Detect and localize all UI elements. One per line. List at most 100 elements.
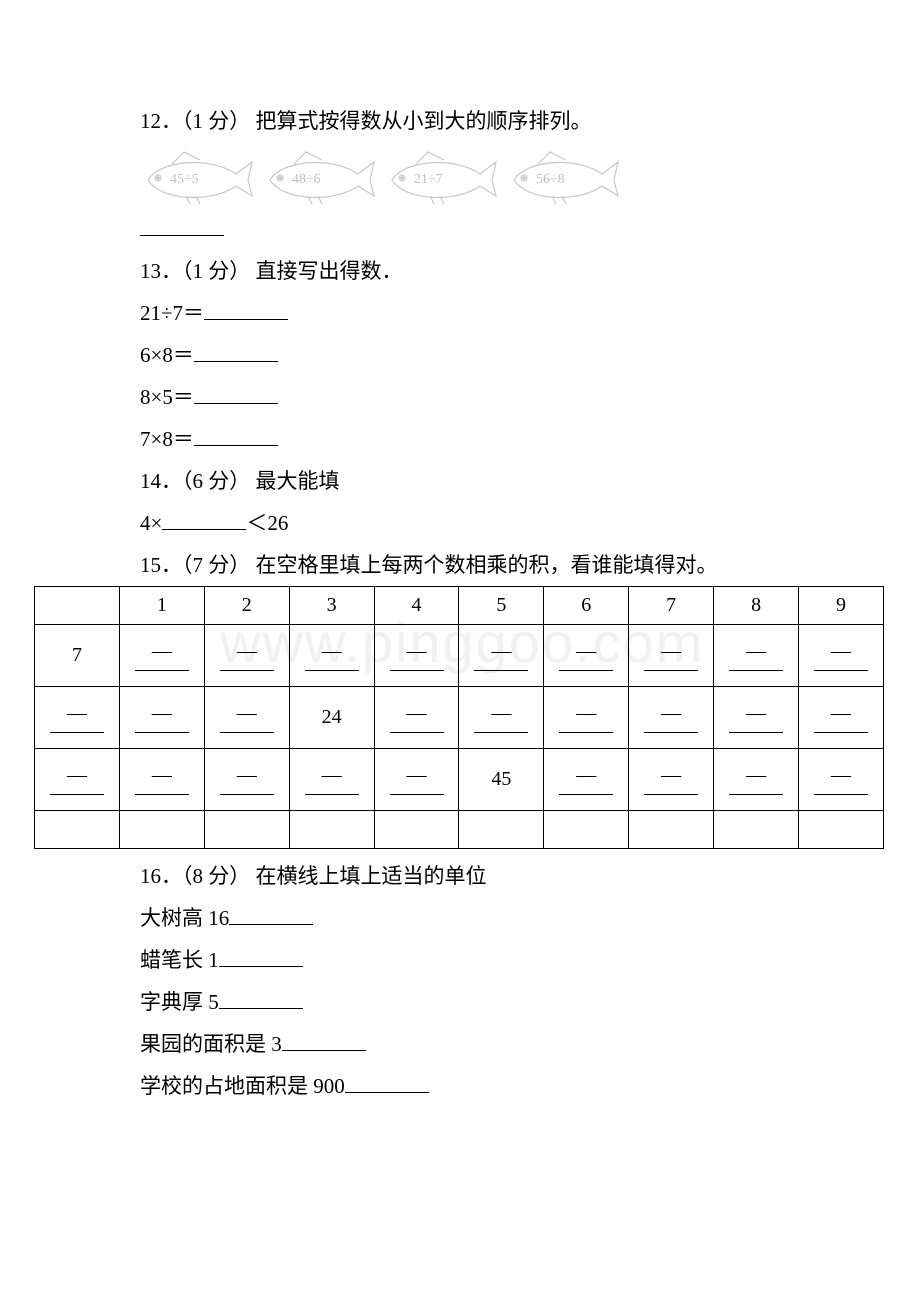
table-cell: — [119,625,204,687]
table-cell [544,811,629,849]
table-cell [204,811,289,849]
table-header-cell: 5 [459,587,544,625]
table-cell: — [374,687,459,749]
fish-icon: 21÷7 [384,150,500,206]
table-cell [714,811,799,849]
q14-right: ＜26 [246,511,288,535]
fish-label: 21÷7 [414,172,443,187]
q14-prompt: 14．（6 分） 最大能填 [140,460,780,502]
table-header-cell: 9 [799,587,884,625]
q13-prompt: 13．（1 分） 直接写出得数． [140,250,780,292]
table-cell: — [459,625,544,687]
q16-text: 果园的面积是 3 [140,1032,282,1056]
table-header-cell: 2 [204,587,289,625]
q16-item: 蜡笔长 1 [140,939,780,981]
q13-item: 21÷7＝ [140,292,780,334]
table-header-cell [35,587,120,625]
q16-text: 学校的占地面积是 900 [140,1074,345,1098]
table-header-cell: 1 [119,587,204,625]
answer-blank [229,904,313,925]
q16-text: 字典厚 5 [140,990,219,1014]
table-cell: 45 [459,749,544,811]
table-row [35,811,884,849]
table-cell: — [119,749,204,811]
table-row: —————45———— [35,749,884,811]
q12-answer-blank [140,208,780,250]
table-cell [629,811,714,849]
table-cell: 7 [35,625,120,687]
answer-blank [219,988,303,1009]
q13-item: 6×8＝ [140,334,780,376]
q13-expr: 21÷7＝ [140,301,204,325]
fish-icon: 48÷6 [262,150,378,206]
table-header-row: 1 2 3 4 5 6 7 8 9 [35,587,884,625]
q16-item: 字典厚 5 [140,981,780,1023]
answer-blank [194,425,278,446]
table-cell [374,811,459,849]
table-cell: — [544,625,629,687]
table-cell: — [629,749,714,811]
table-cell: — [799,625,884,687]
table-cell: — [204,687,289,749]
table-cell: — [204,749,289,811]
q14-expr: 4× ＜26 [140,502,780,544]
table-cell [289,811,374,849]
table-header-cell: 6 [544,587,629,625]
fish-icon: 45÷5 [140,150,256,206]
q16-item: 果园的面积是 3 [140,1023,780,1065]
q13-item: 7×8＝ [140,418,780,460]
table-cell [35,811,120,849]
q16-text: 大树高 16 [140,906,229,930]
fish-label: 45÷5 [170,172,199,187]
table-row: ———24—————— [35,687,884,749]
q12-prompt: 12．（1 分） 把算式按得数从小到大的顺序排列。 [140,100,780,142]
table-cell [119,811,204,849]
answer-blank [194,383,278,404]
answer-blank [194,341,278,362]
table-cell: — [799,687,884,749]
table-cell: — [629,687,714,749]
q12-fish-row: 45÷5 48÷6 21÷7 56÷8 [140,150,780,206]
table-cell: — [714,625,799,687]
table-cell: — [714,749,799,811]
document-content: 12．（1 分） 把算式按得数从小到大的顺序排列。 45÷5 48÷6 21÷7 [140,100,780,1107]
q16-item: 学校的占地面积是 900 [140,1065,780,1107]
fish-label: 48÷6 [292,172,321,187]
table-cell: — [35,687,120,749]
fish-icon: 56÷8 [506,150,622,206]
table-cell: — [119,687,204,749]
table-cell: — [35,749,120,811]
table-cell: — [374,749,459,811]
table-cell [799,811,884,849]
q13-expr: 8×5＝ [140,385,194,409]
answer-blank [345,1072,429,1093]
q13-item: 8×5＝ [140,376,780,418]
answer-blank [162,509,246,530]
table-header-cell: 4 [374,587,459,625]
q13-expr: 6×8＝ [140,343,194,367]
table-cell: — [629,625,714,687]
q13-expr: 7×8＝ [140,427,194,451]
q16-item: 大树高 16 [140,897,780,939]
table-cell: — [289,625,374,687]
table-cell: — [544,687,629,749]
table-header-cell: 3 [289,587,374,625]
q15-table: 1 2 3 4 5 6 7 8 9 7————————————24———————… [34,586,884,849]
table-cell: — [204,625,289,687]
q14-left: 4× [140,511,162,535]
q15-prompt: 15．（7 分） 在空格里填上每两个数相乘的积，看谁能填得对。 [140,544,780,586]
table-header-cell: 7 [629,587,714,625]
q16-text: 蜡笔长 1 [140,948,219,972]
answer-blank [204,299,288,320]
table-cell: — [374,625,459,687]
answer-blank [282,1030,366,1051]
table-header-cell: 8 [714,587,799,625]
table-row: 7————————— [35,625,884,687]
table-cell: — [799,749,884,811]
q16-prompt: 16．（8 分） 在横线上填上适当的单位 [140,855,780,897]
table-cell: 24 [289,687,374,749]
table-cell: — [544,749,629,811]
table-cell: — [459,687,544,749]
answer-blank [219,946,303,967]
table-cell: — [714,687,799,749]
